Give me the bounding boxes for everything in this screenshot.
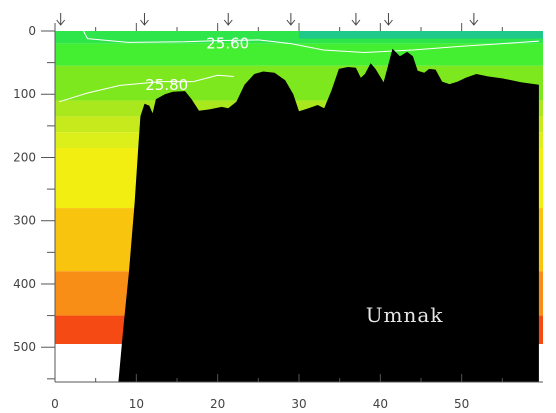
contour-label: 25.80 — [145, 76, 188, 94]
down-arrow-icon — [384, 13, 393, 26]
y-tick-label: 0 — [28, 24, 36, 38]
plot-area — [55, 31, 543, 382]
down-arrow-icon — [140, 13, 149, 26]
y-tick-label: 500 — [13, 340, 36, 354]
bathymetry-terrain — [118, 48, 539, 382]
surface-teal-patch — [299, 31, 543, 39]
down-arrow-icon — [286, 13, 296, 26]
contour-line-25-8 — [58, 74, 234, 103]
down-arrow-icon — [469, 13, 479, 26]
x-tick-label: 50 — [454, 397, 469, 411]
depth-band-1 — [55, 43, 543, 66]
down-arrow-icon — [56, 13, 66, 26]
contour-lines — [58, 31, 539, 103]
down-arrow-icon — [351, 13, 361, 26]
x-axis-ticks: 0 10 20 30 40 50 — [51, 23, 503, 411]
x-tick-label: 0 — [51, 397, 59, 411]
x-tick-label: 10 — [129, 397, 144, 411]
contour-label: 25.60 — [206, 35, 249, 53]
region-label: Umnak — [366, 303, 444, 327]
y-tick-label: 200 — [13, 150, 36, 164]
y-tick-label: 100 — [13, 87, 36, 101]
x-tick-label: 40 — [373, 397, 388, 411]
station-markers — [56, 13, 479, 26]
x-tick-label: 30 — [291, 397, 306, 411]
y-tick-label: 400 — [13, 277, 36, 291]
y-axis-ticks: 0 100 200 300 400 500 — [13, 24, 55, 380]
y-tick-label: 300 — [13, 214, 36, 228]
x-tick-label: 20 — [210, 397, 225, 411]
down-arrow-icon — [223, 13, 233, 26]
annotations: Umnak — [366, 303, 444, 327]
contour-line-25-6 — [83, 31, 539, 54]
contour-labels: 25.60 25.80 — [145, 35, 249, 94]
